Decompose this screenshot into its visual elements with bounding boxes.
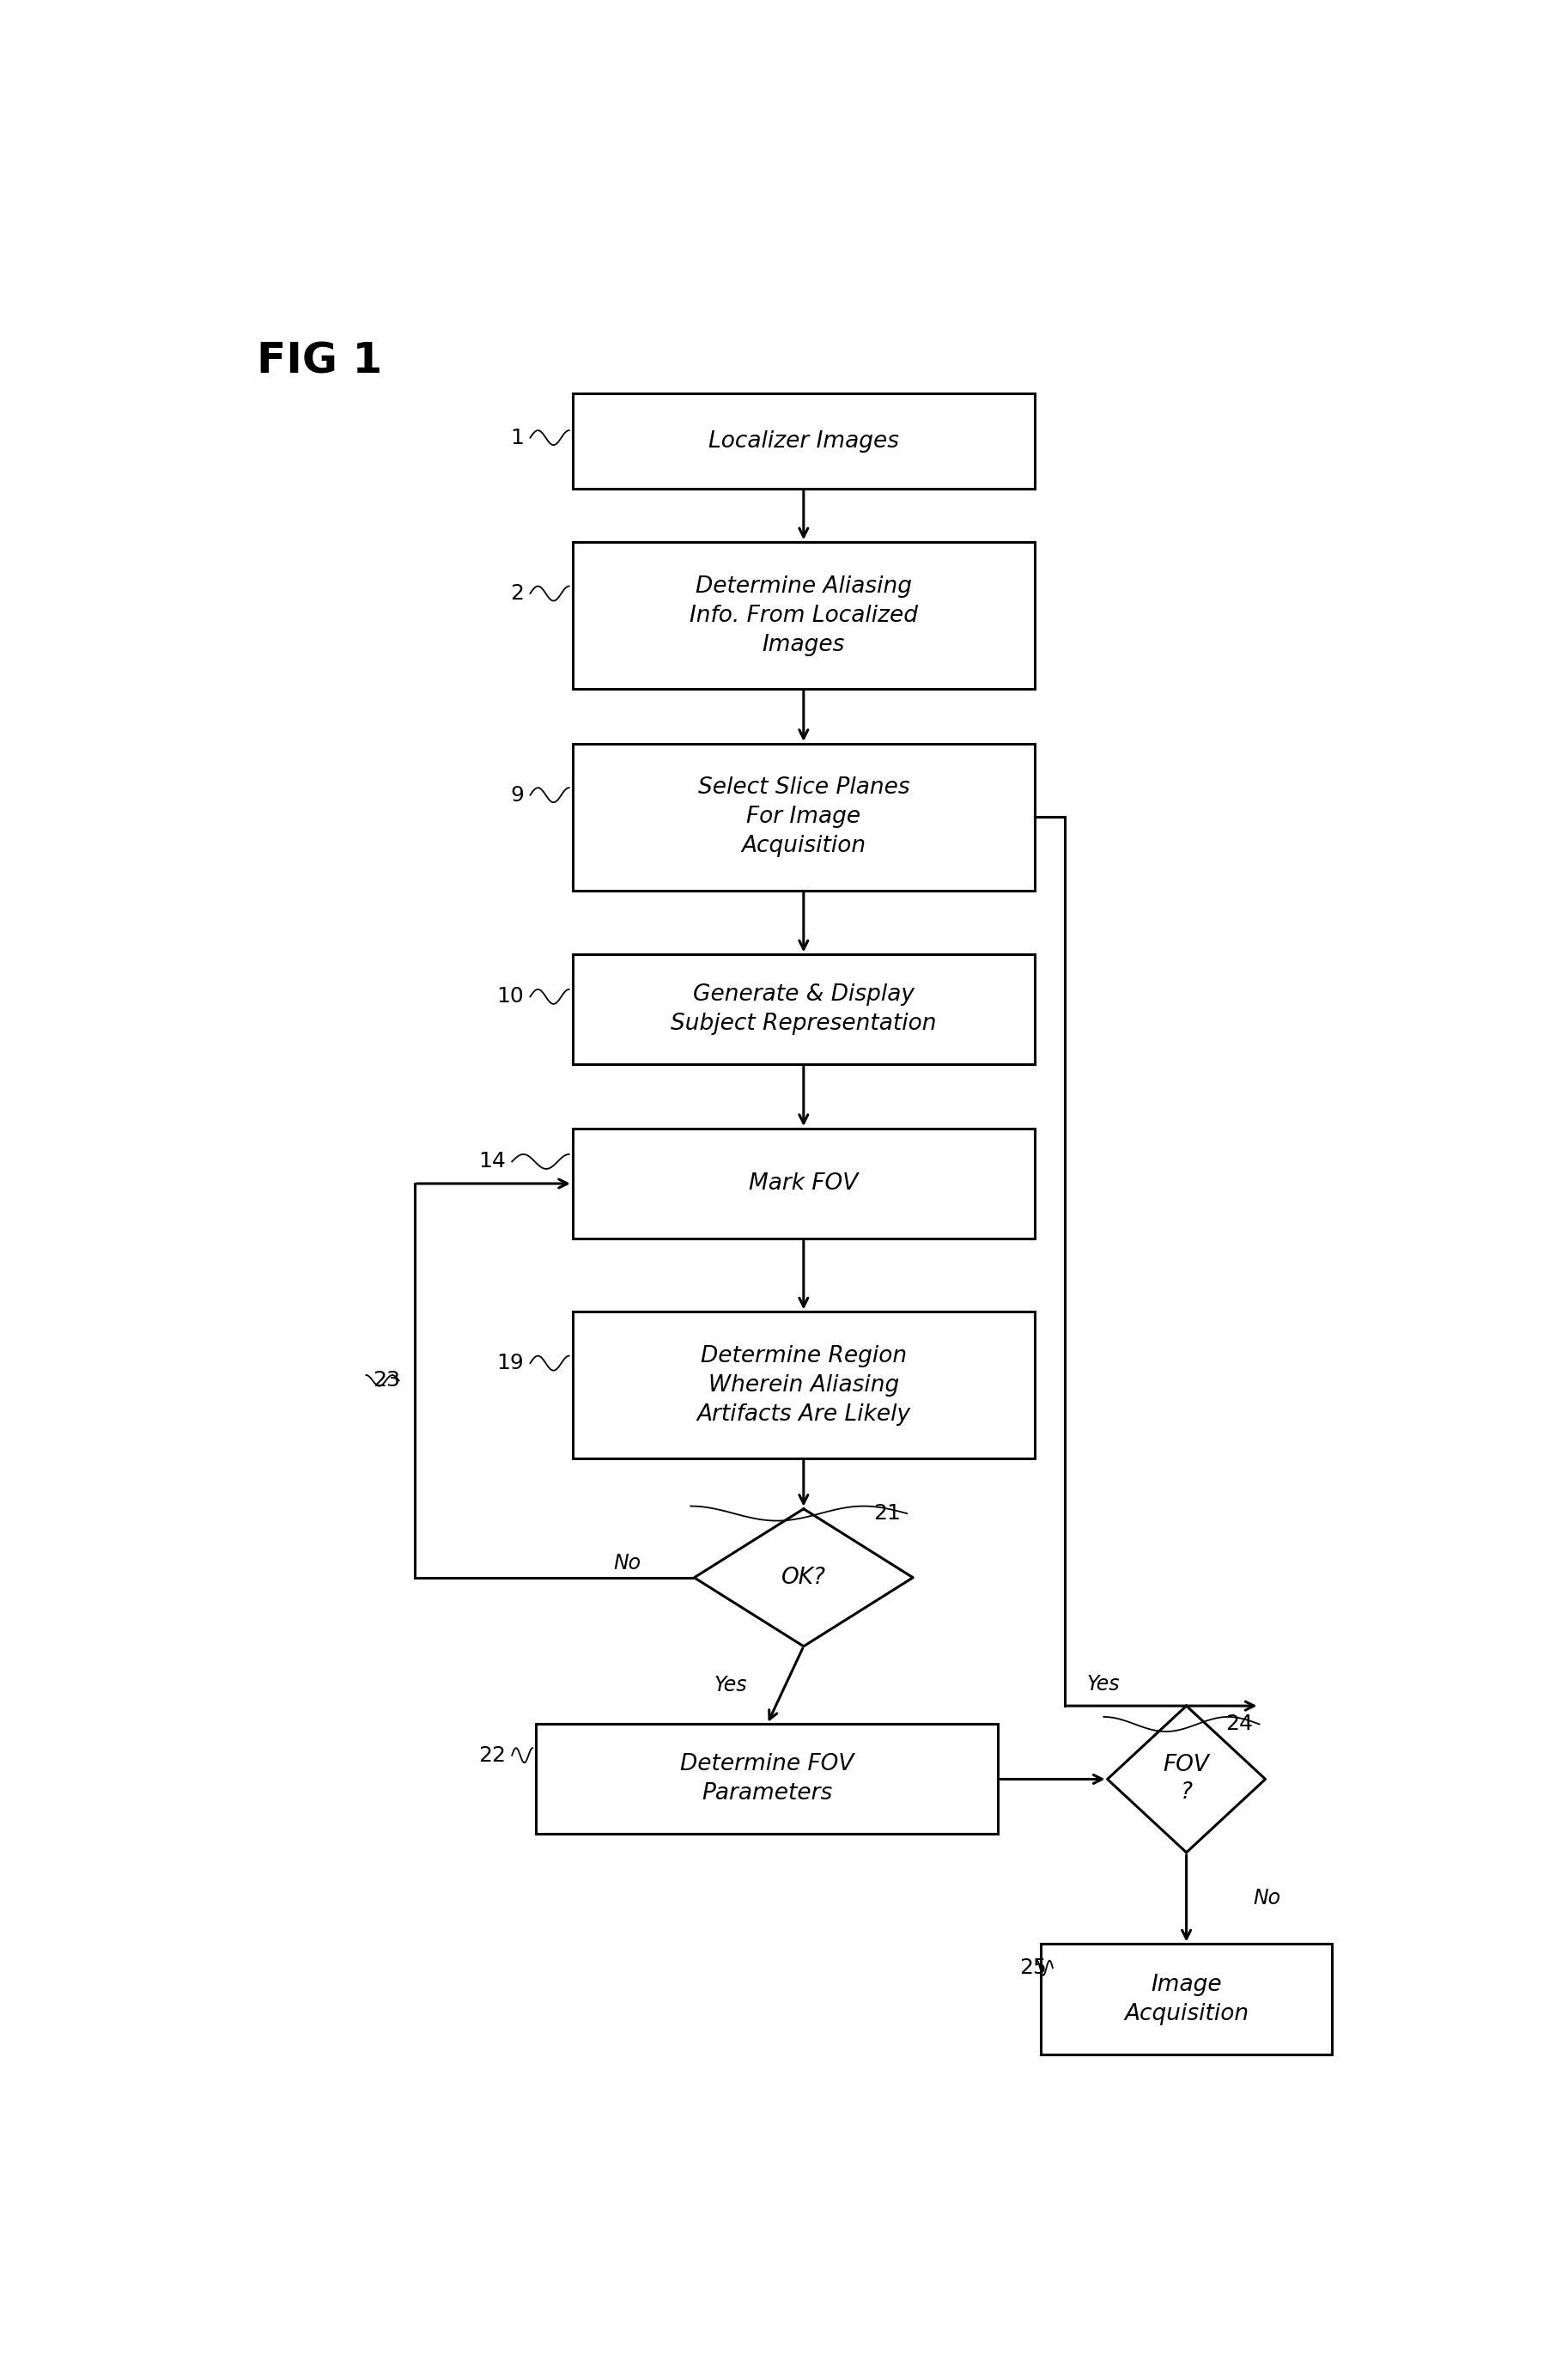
Text: 24: 24 <box>1226 1714 1253 1735</box>
FancyBboxPatch shape <box>572 745 1035 890</box>
FancyBboxPatch shape <box>572 1128 1035 1238</box>
Polygon shape <box>695 1509 913 1647</box>
Text: FOV
?: FOV ? <box>1163 1754 1209 1804</box>
Text: 19: 19 <box>497 1352 524 1373</box>
FancyBboxPatch shape <box>1041 1944 1333 2054</box>
Text: 9: 9 <box>511 785 524 804</box>
Text: 23: 23 <box>373 1371 400 1390</box>
Text: No: No <box>1253 1887 1281 1909</box>
Text: Determine FOV
Parameters: Determine FOV Parameters <box>681 1754 855 1804</box>
Text: No: No <box>613 1552 641 1573</box>
FancyBboxPatch shape <box>536 1723 997 1835</box>
Text: Select Slice Planes
For Image
Acquisition: Select Slice Planes For Image Acquisitio… <box>698 776 909 857</box>
Text: 25: 25 <box>1019 1959 1047 1978</box>
Text: 14: 14 <box>478 1152 506 1171</box>
Text: Determine Region
Wherein Aliasing
Artifacts Are Likely: Determine Region Wherein Aliasing Artifa… <box>696 1345 911 1426</box>
FancyBboxPatch shape <box>572 393 1035 488</box>
Text: Mark FOV: Mark FOV <box>750 1173 858 1195</box>
Text: 21: 21 <box>873 1504 900 1523</box>
Text: 1: 1 <box>511 428 524 447</box>
Text: 2: 2 <box>510 583 524 605</box>
Text: Image
Acquisition: Image Acquisition <box>1124 1973 1248 2025</box>
Text: Yes: Yes <box>713 1676 748 1695</box>
FancyBboxPatch shape <box>572 954 1035 1064</box>
Text: Generate & Display
Subject Representation: Generate & Display Subject Representatio… <box>671 983 936 1035</box>
Text: OK?: OK? <box>781 1566 826 1590</box>
Text: Yes: Yes <box>1087 1673 1120 1695</box>
Text: 10: 10 <box>497 985 524 1007</box>
Text: 22: 22 <box>478 1745 506 1766</box>
Text: Determine Aliasing
Info. From Localized
Images: Determine Aliasing Info. From Localized … <box>690 576 917 657</box>
Polygon shape <box>1107 1706 1265 1852</box>
FancyBboxPatch shape <box>572 1311 1035 1459</box>
Text: Localizer Images: Localizer Images <box>709 431 898 452</box>
Text: FIG 1: FIG 1 <box>257 340 383 381</box>
FancyBboxPatch shape <box>572 543 1035 688</box>
